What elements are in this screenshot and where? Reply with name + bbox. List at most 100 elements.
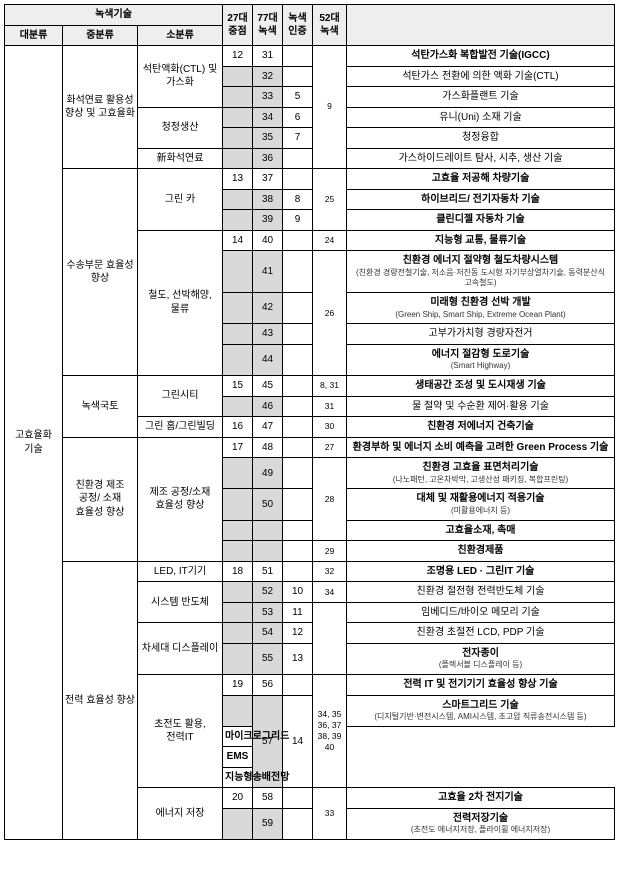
cell-mid: 수송부문 효율성 향상	[63, 169, 138, 376]
cell-52: 26	[313, 251, 347, 376]
cell-minor: 철도, 선박해양, 물류	[138, 230, 223, 376]
cell-cert: 10	[283, 582, 313, 603]
table-row: 전력 효율성 향상LED, IT기기185132조명용 LED · 그린IT 기…	[5, 561, 615, 582]
cell-27-empty	[223, 66, 253, 87]
cell-52: 34	[313, 582, 347, 603]
cell-minor: 초전도 활용, 전력IT	[138, 675, 223, 788]
cell-desc: 친환경제품	[347, 541, 615, 562]
cell-mid: 전력 효율성 향상	[63, 561, 138, 839]
cell-27-empty	[223, 643, 253, 674]
cell-27: 20	[223, 788, 253, 809]
cell-minor: LED, IT기기	[138, 561, 223, 582]
table-row: 친환경 제조 공정/ 소재 효율성 향상제조 공정/소재 효율성 향상17482…	[5, 437, 615, 458]
cell-minor: 에너지 저장	[138, 788, 223, 840]
cell-desc: 친환경 초절전 LCD, PDP 기술	[347, 623, 615, 644]
cell-77: 43	[253, 324, 283, 345]
cell-27-empty	[223, 623, 253, 644]
cell-desc: 지능형송배전망	[223, 767, 253, 788]
cell-desc: 청정융합	[347, 128, 615, 149]
cell-desc: 전자종이(플렉서블 디스플레이 등)	[347, 643, 615, 674]
cell-cert	[283, 251, 313, 293]
cell-52	[313, 602, 347, 674]
cell-77: 34	[253, 107, 283, 128]
cell-27-empty	[223, 87, 253, 108]
cell-desc: 가스화플랜트 기술	[347, 87, 615, 108]
cell-cert	[283, 376, 313, 397]
cell-52: 24	[313, 230, 347, 251]
cell-27-empty	[223, 251, 253, 293]
cell-desc: 스마트그리드 기술(디지털기반·변전시스템, AMI시스템, 초고압 직류송전시…	[347, 695, 615, 726]
cell-77: 46	[253, 396, 283, 417]
cell-desc: 고효율 2차 전지기술	[347, 788, 615, 809]
cell-77: 56	[253, 675, 283, 696]
header-cert: 녹색 인증	[283, 5, 313, 46]
cell-77: 47	[253, 417, 283, 438]
header-mid: 중분류	[63, 25, 138, 46]
cell-desc: 전력저장기술(초전도 에너지저장, 플라이휠 에너지저장)	[347, 808, 615, 839]
cell-52: 29	[313, 541, 347, 562]
header-52: 52대 녹색	[313, 5, 347, 46]
cell-27-empty	[223, 324, 253, 345]
cell-desc: 지능형 교통, 물류기술	[347, 230, 615, 251]
cell-27-empty	[223, 210, 253, 231]
cell-desc: 유니(Uni) 소재 기술	[347, 107, 615, 128]
cell-cert: 6	[283, 107, 313, 128]
cell-52: 28	[313, 458, 347, 541]
cell-desc: 하이브리드/ 전기자동차 기술	[347, 189, 615, 210]
cell-27: 17	[223, 437, 253, 458]
cell-cert	[283, 293, 313, 324]
cell-cert	[283, 344, 313, 375]
cell-cert: 11	[283, 602, 313, 623]
cell-desc: 석탄가스 전환에 의한 액화 기술(CTL)	[347, 66, 615, 87]
cell-cert	[283, 46, 313, 67]
cell-desc: 물 절약 및 수순환 제어·활용 기술	[347, 396, 615, 417]
cell-77: 54	[253, 623, 283, 644]
cell-desc: 전력 IT 및 전기기기 효율성 향상 기술	[347, 675, 615, 696]
cell-77: 35	[253, 128, 283, 149]
table-row: 고효율화 기술화석연료 활용성 향상 및 고효율화석탄액화(CTL) 및 가스화…	[5, 46, 615, 67]
cell-77: 39	[253, 210, 283, 231]
cell-cert: 13	[283, 643, 313, 674]
cell-27-empty	[223, 293, 253, 324]
cell-77: 41	[253, 251, 283, 293]
cell-27-empty	[223, 520, 253, 541]
cell-27-empty	[223, 808, 253, 839]
cell-cert	[283, 489, 313, 520]
cell-cert: 8	[283, 189, 313, 210]
cell-desc: 에너지 절감형 도로기술(Smart Highway)	[347, 344, 615, 375]
cell-27-empty	[223, 582, 253, 603]
table-body: 고효율화 기술화석연료 활용성 향상 및 고효율화석탄액화(CTL) 및 가스화…	[5, 46, 615, 840]
cell-desc: 가스하이드레이트 탐사, 시추, 생산 기술	[347, 148, 615, 169]
cell-desc: 친환경 고효율 표면처리기술(나노패턴, 고온차박막, 고생산성 패키징, 복합…	[347, 458, 615, 489]
cell-52: 9	[313, 46, 347, 169]
cell-77: 32	[253, 66, 283, 87]
cell-minor: 제조 공정/소재 효율성 향상	[138, 437, 223, 561]
cell-minor: 그린 홈/그린빌딩	[138, 417, 223, 438]
cell-cert	[283, 169, 313, 190]
cell-minor: 新화석연료	[138, 148, 223, 169]
cell-major: 고효율화 기술	[5, 46, 63, 840]
cell-cert	[283, 324, 313, 345]
cell-77: 50	[253, 489, 283, 520]
cell-desc: EMS	[223, 747, 253, 768]
cell-27-empty	[223, 541, 253, 562]
cell-27: 16	[223, 417, 253, 438]
cell-desc: 고부가가치형 경량자전거	[347, 324, 615, 345]
cell-cert: 5	[283, 87, 313, 108]
cell-cert	[283, 417, 313, 438]
cell-cert: 7	[283, 128, 313, 149]
cell-27-empty	[223, 489, 253, 520]
header-minor: 소분류	[138, 25, 223, 46]
cell-desc: 고효율소재, 촉매	[347, 520, 615, 541]
cell-minor: 석탄액화(CTL) 및 가스화	[138, 46, 223, 108]
cell-27: 12	[223, 46, 253, 67]
cell-mid: 녹색국토	[63, 376, 138, 438]
cell-77: 37	[253, 169, 283, 190]
cell-77: 33	[253, 87, 283, 108]
cell-desc: 대체 및 재활용에너지 적용기술(미활용에너지 등)	[347, 489, 615, 520]
cell-77: 45	[253, 376, 283, 397]
cell-desc: 고효율 저공해 차량기술	[347, 169, 615, 190]
cell-77: 36	[253, 148, 283, 169]
cell-77: 58	[253, 788, 283, 809]
cell-27: 14	[223, 230, 253, 251]
